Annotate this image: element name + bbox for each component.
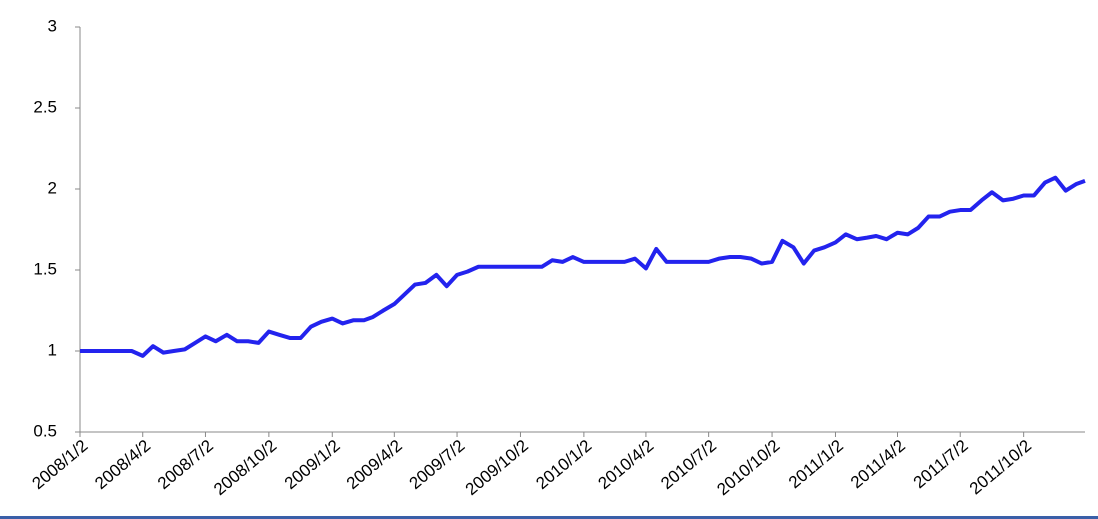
x-tick-label: 2009/1/2	[281, 436, 344, 493]
x-tick-label: 2010/10/2	[713, 436, 783, 499]
y-tick-label: 3	[48, 16, 57, 35]
line-series	[80, 175, 1086, 358]
y-tick-label: 1.5	[33, 259, 57, 278]
x-tick-label: 2011/4/2	[847, 436, 909, 492]
x-tick-label: 2011/10/2	[966, 436, 1035, 498]
y-tick-label: 2	[48, 178, 57, 197]
x-tick-label: 2008/4/2	[91, 436, 154, 493]
x-tick-label: 2009/4/2	[343, 436, 406, 493]
x-tick-label: 2010/7/2	[657, 436, 720, 493]
x-tick-label: 2008/1/2	[29, 436, 92, 493]
x-tick-label: 2009/7/2	[406, 436, 469, 493]
x-tick-label: 2010/1/2	[532, 436, 595, 493]
x-tick-label: 2008/7/2	[154, 436, 217, 493]
y-tick-label: 0.5	[33, 421, 57, 440]
y-tick-label: 1	[48, 340, 57, 359]
x-tick-label: 2010/4/2	[594, 436, 657, 493]
x-tick-label: 2011/1/2	[785, 436, 847, 492]
bottom-border	[0, 516, 1098, 519]
y-tick-label: 2.5	[33, 97, 57, 116]
x-tick-label: 2009/10/2	[462, 436, 532, 499]
x-tick-label: 2008/10/2	[210, 436, 280, 499]
x-tick-label: 2011/7/2	[910, 436, 972, 492]
